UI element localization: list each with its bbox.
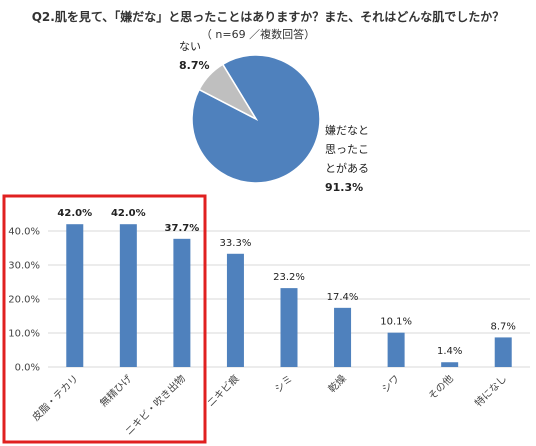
bar-7	[387, 332, 405, 367]
x-tick-label: 特になし	[473, 373, 510, 410]
pie-label-yes-value: 91.3%	[325, 181, 363, 194]
y-tick-label: 10.0%	[8, 329, 40, 340]
bar-9	[494, 337, 512, 367]
bar-3	[173, 238, 191, 367]
bar-value-label: 10.1%	[380, 317, 412, 328]
bar-value-label: 37.7%	[165, 223, 200, 234]
y-tick-label: 40.0%	[8, 227, 40, 238]
y-tick-label: 30.0%	[8, 261, 40, 272]
pie-label-yes-text: とがある	[325, 161, 369, 175]
bar-value-label: 42.0%	[57, 208, 92, 219]
bar-1	[66, 224, 84, 367]
bar-value-label: 1.4%	[437, 346, 462, 357]
x-tick-label: 皮脂・テカリ	[29, 372, 81, 424]
chart-subtitle: （ n=69 ／複数回答）	[201, 27, 315, 41]
pie-label-yes-text: 嫌だなと	[325, 123, 369, 137]
bar-5	[280, 288, 298, 367]
bar-4	[226, 253, 244, 367]
bar-value-label: 33.3%	[220, 238, 252, 249]
bar-value-label: 42.0%	[111, 208, 146, 219]
pie-label-no-value: 8.7%	[179, 59, 210, 72]
y-tick-label: 0.0%	[15, 363, 40, 374]
bar-value-label: 17.4%	[327, 292, 359, 303]
x-tick-label: 乾燥	[325, 372, 348, 395]
bar-8	[441, 362, 459, 367]
pie-label-yes-text: 思ったこ	[325, 143, 369, 156]
chart-title: Q2.肌を見て、「嫌だな」と思ったことはありますか？また、それはどんな肌でしたか…	[32, 9, 505, 24]
highlight-frame	[2, 194, 207, 444]
bar-value-label: 23.2%	[273, 272, 305, 283]
x-tick-label: 無精ひげ	[97, 372, 134, 409]
y-tick-label: 20.0%	[8, 295, 40, 306]
x-tick-label: その他	[425, 372, 455, 402]
pie-label-no-text: ない	[179, 40, 201, 53]
bar-value-label: 8.7%	[491, 321, 516, 332]
pie-slice-no	[198, 63, 259, 121]
bar-chart: 0.0% 10.0% 20.0% 30.0% 40.0% 42.0% 皮脂・テカリ 42.0%…	[8, 208, 530, 438]
x-tick-label: シミ	[273, 373, 295, 395]
bar-6	[334, 307, 352, 367]
bar-2	[119, 224, 137, 367]
x-tick-label: ニキビ痕	[204, 372, 241, 409]
x-tick-label: シワ	[380, 373, 402, 395]
